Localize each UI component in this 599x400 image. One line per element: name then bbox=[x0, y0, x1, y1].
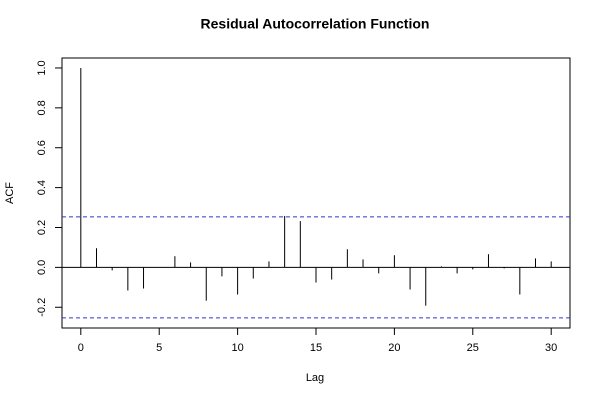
y-axis-label: ACF bbox=[4, 182, 16, 204]
chart-title: Residual Autocorrelation Function bbox=[201, 16, 430, 32]
y-tick-label: -0.2 bbox=[36, 298, 48, 317]
y-tick-label: 0.6 bbox=[36, 140, 48, 155]
y-tick-label: 0.8 bbox=[36, 100, 48, 115]
x-tick-label: 20 bbox=[388, 342, 400, 354]
x-axis-label: Lag bbox=[306, 372, 324, 384]
x-tick-label: 10 bbox=[231, 342, 243, 354]
x-tick-label: 0 bbox=[78, 342, 84, 354]
x-tick-label: 5 bbox=[156, 342, 162, 354]
y-tick-label: 0.4 bbox=[36, 180, 48, 195]
y-tick-label: 0.0 bbox=[36, 260, 48, 275]
y-tick-label: 0.2 bbox=[36, 220, 48, 235]
x-tick-label: 25 bbox=[467, 342, 479, 354]
y-tick-label: 1.0 bbox=[36, 60, 48, 75]
x-tick-label: 15 bbox=[310, 342, 322, 354]
x-tick-label: 30 bbox=[545, 342, 557, 354]
